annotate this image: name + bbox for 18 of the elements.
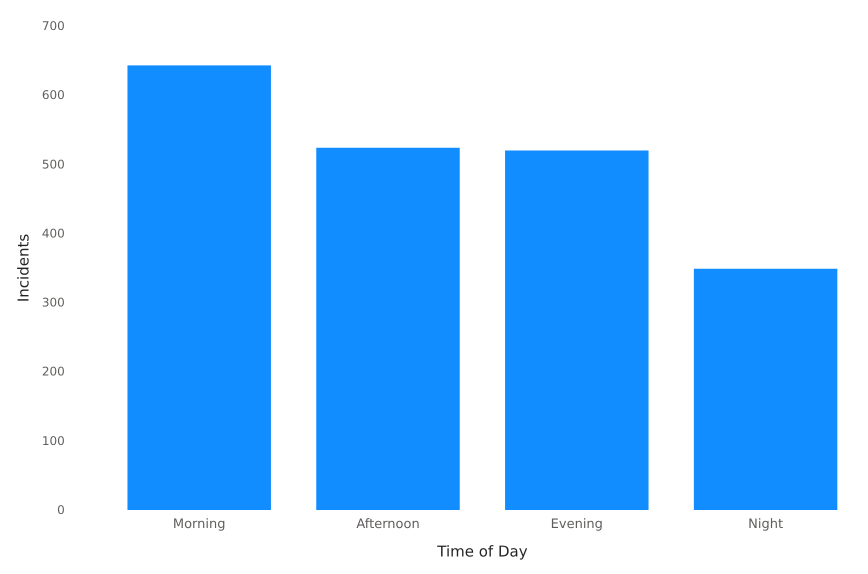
y-axis-title: Incidents	[14, 234, 32, 302]
y-tick-label: 400	[42, 226, 65, 240]
x-tick-label: Evening	[550, 517, 603, 532]
x-tick-label: Night	[748, 517, 784, 532]
x-tick-label: Afternoon	[356, 517, 420, 532]
y-tick-label: 100	[42, 434, 65, 448]
y-tick-label: 500	[42, 157, 65, 172]
bar	[694, 268, 838, 510]
y-tick-label: 200	[42, 364, 65, 379]
bar	[127, 65, 271, 510]
x-axis-title: Time of Day	[436, 542, 528, 560]
y-tick-label: 300	[42, 296, 65, 310]
bar	[316, 148, 460, 510]
bar	[505, 150, 649, 510]
y-tick-label: 600	[42, 88, 65, 102]
x-tick-label: Morning	[172, 517, 226, 532]
y-tick-label: 700	[42, 19, 65, 33]
y-tick-label: 0	[57, 503, 65, 517]
